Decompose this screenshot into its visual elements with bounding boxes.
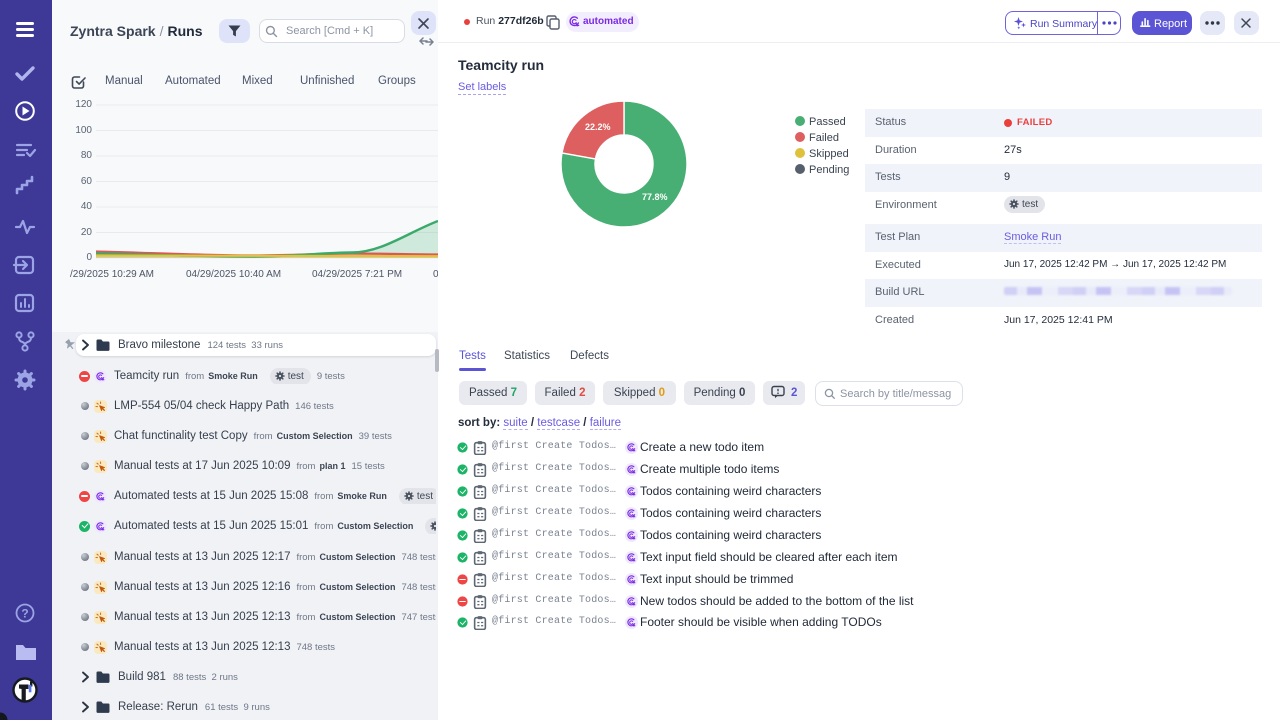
svg-text:?: ?: [21, 607, 28, 621]
svg-text:22.2%: 22.2%: [585, 122, 611, 132]
svg-text:77.8%: 77.8%: [642, 192, 668, 202]
